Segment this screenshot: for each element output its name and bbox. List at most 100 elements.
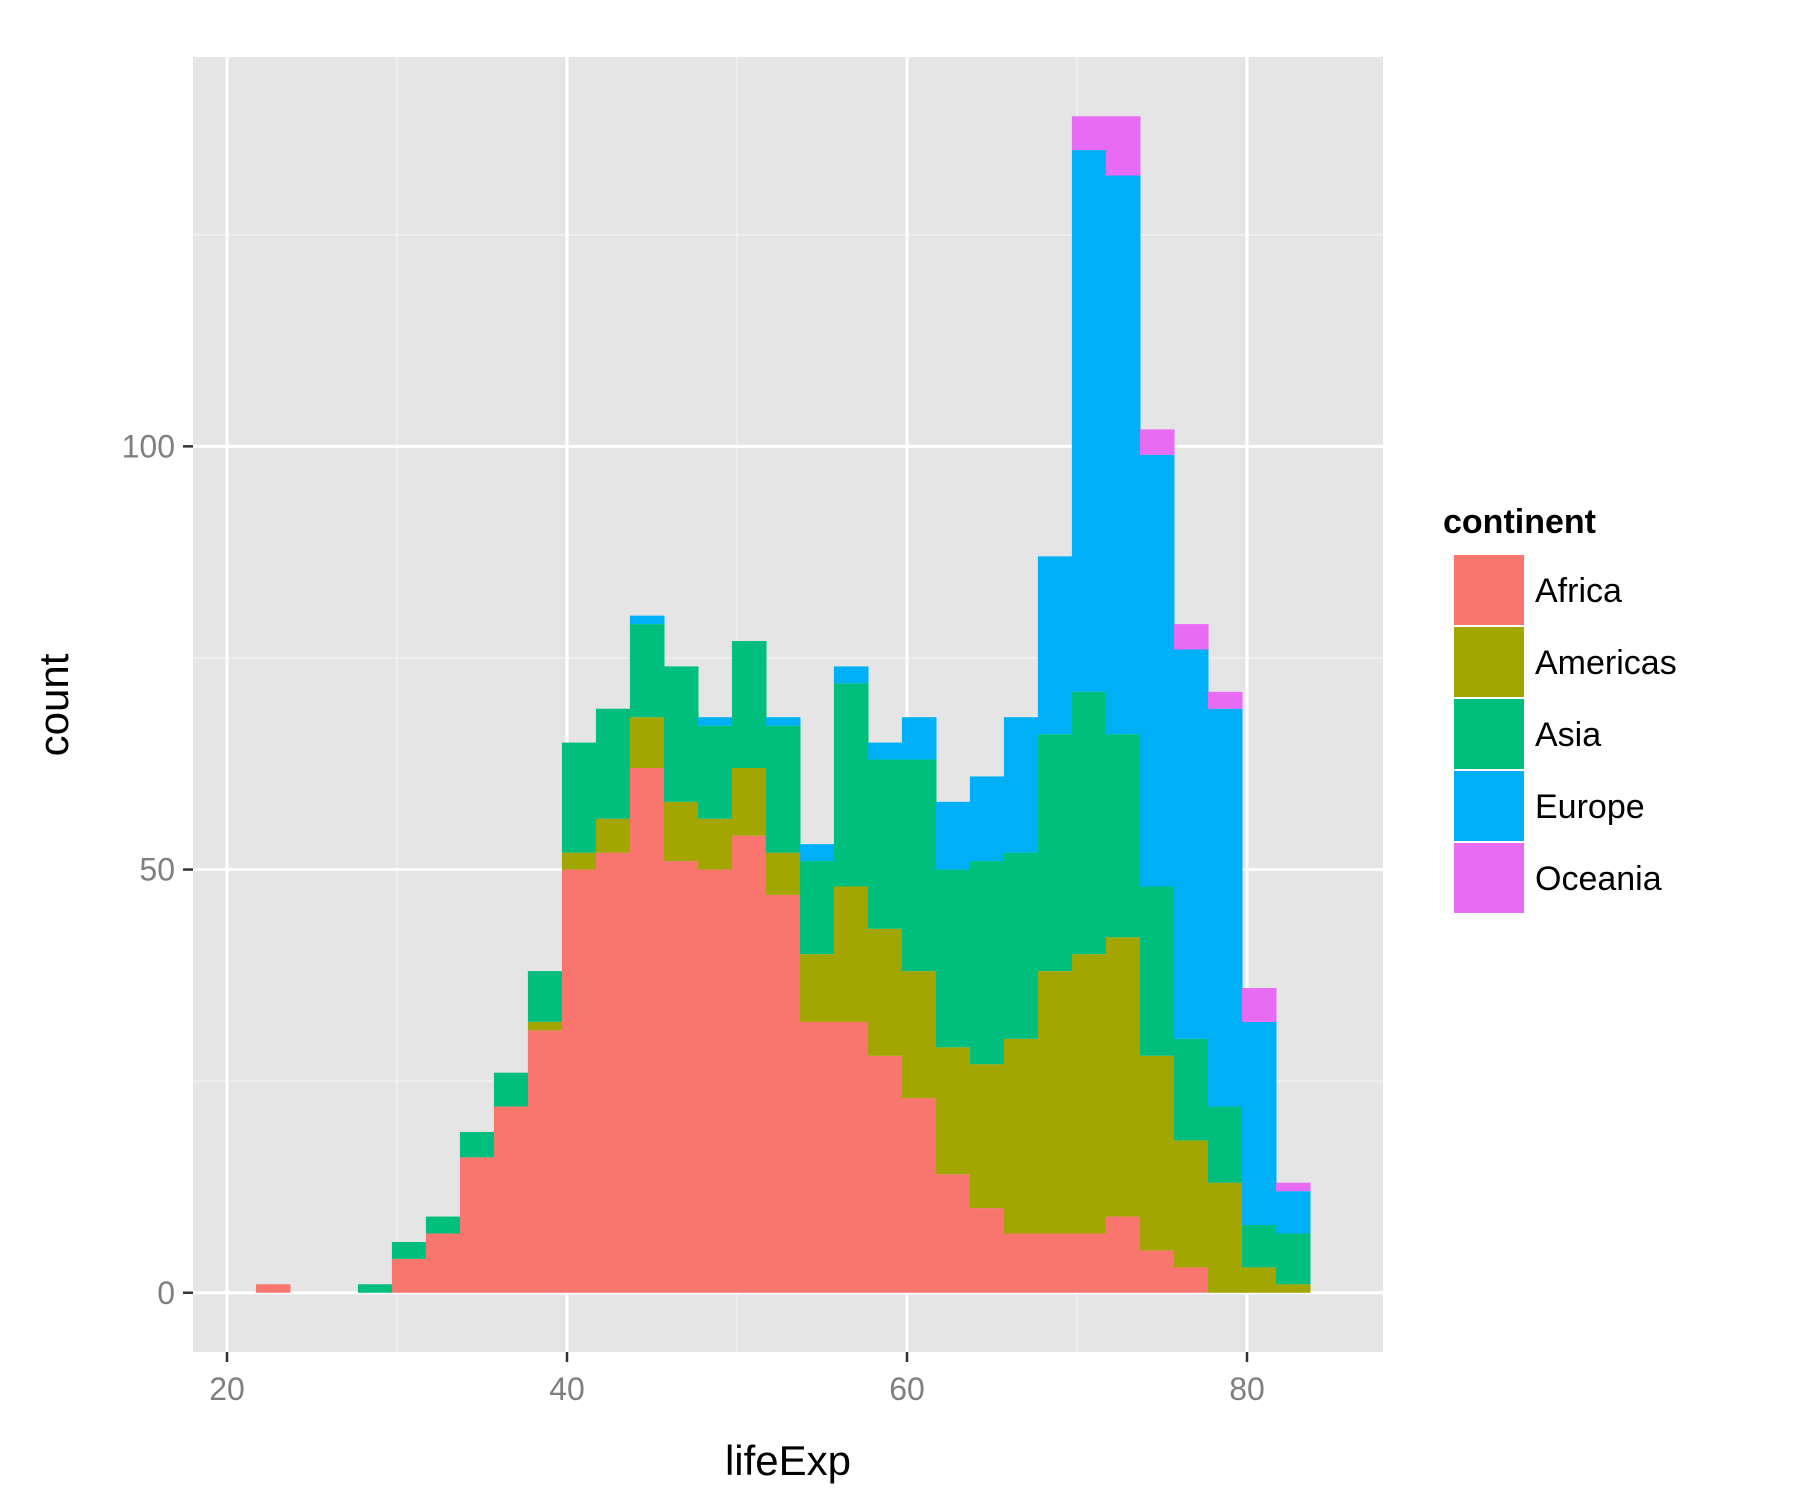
- bar-segment-americas: [629, 717, 665, 768]
- bar-segment-africa: [493, 1106, 529, 1293]
- legend-label-africa: Africa: [1535, 572, 1622, 610]
- bar-segment-oceania: [1207, 691, 1243, 709]
- legend-label-americas: Americas: [1535, 644, 1677, 682]
- bar-segment-asia: [799, 861, 835, 955]
- legend-label-europe: Europe: [1535, 788, 1645, 826]
- bar-segment-asia: [935, 869, 971, 1048]
- bar-segment-americas: [935, 1047, 971, 1175]
- legend-swatch-europe: [1454, 771, 1524, 841]
- bar-segment-asia: [1105, 734, 1141, 938]
- y-tick-label: 0: [157, 1275, 175, 1311]
- bar-segment-africa: [833, 1021, 869, 1293]
- bar-segment-americas: [833, 886, 869, 1022]
- bar-segment-africa: [731, 835, 767, 1293]
- bar-segment-asia: [459, 1131, 495, 1158]
- bar-segment-europe: [935, 801, 971, 870]
- bar-segment-africa: [1003, 1233, 1039, 1293]
- bar-segment-africa: [391, 1258, 427, 1293]
- bar-segment-asia: [493, 1072, 529, 1107]
- bar-segment-europe: [1003, 717, 1039, 853]
- x-tick-label: 40: [549, 1371, 585, 1407]
- bar-segment-africa: [663, 861, 699, 1293]
- bar-segment-asia: [969, 861, 1005, 1065]
- bar-segment-americas: [867, 928, 903, 1056]
- bar-segment-europe: [765, 717, 801, 726]
- x-tick-label: 20: [209, 1371, 245, 1407]
- bar-segment-europe: [833, 666, 869, 684]
- bar-segment-europe: [1037, 556, 1073, 735]
- bar-segment-europe: [697, 717, 733, 726]
- bar-segment-africa: [561, 869, 597, 1293]
- bar-segment-asia: [561, 742, 597, 853]
- bar-segment-oceania: [1139, 429, 1175, 455]
- bar-segment-asia: [629, 624, 665, 718]
- bar-segment-asia: [697, 725, 733, 819]
- bar-segment-americas: [799, 954, 835, 1022]
- x-tick-label: 60: [889, 1371, 925, 1407]
- bar-segment-africa: [1105, 1216, 1141, 1293]
- bar-segment-americas: [1037, 971, 1073, 1234]
- x-axis-title: lifeExp: [725, 1437, 851, 1484]
- bar-segment-africa: [459, 1157, 495, 1293]
- bar-segment-europe: [867, 742, 903, 760]
- bar-segment-americas: [969, 1064, 1005, 1209]
- bar-segment-asia: [1071, 691, 1107, 955]
- bar-segment-asia: [595, 708, 631, 819]
- bar-segment-europe: [799, 844, 835, 862]
- y-tick-label: 100: [122, 428, 175, 464]
- bar-segment-asia: [1241, 1225, 1277, 1268]
- bar-segment-americas: [1071, 954, 1107, 1234]
- legend-label-oceania: Oceania: [1535, 860, 1662, 898]
- axes: 20 40 60 80 0 50 100: [122, 428, 1265, 1407]
- bar-segment-asia: [357, 1284, 393, 1293]
- bar-segment-asia: [1275, 1233, 1311, 1285]
- bar-segment-africa: [1037, 1233, 1073, 1293]
- bar-segment-africa: [527, 1030, 563, 1293]
- bar-segment-africa: [1071, 1233, 1107, 1293]
- bar-segment-americas: [1105, 937, 1141, 1217]
- bar-segment-asia: [663, 666, 699, 802]
- bar-segment-asia: [901, 759, 937, 972]
- bar-segment-americas: [901, 971, 937, 1099]
- bar-segment-americas: [663, 801, 699, 862]
- bar-segment-asia: [1037, 734, 1073, 972]
- legend-swatch-africa: [1454, 555, 1524, 625]
- bar-segment-americas: [561, 852, 597, 870]
- bars-layer: [255, 116, 1311, 1293]
- bar-segment-oceania: [1241, 988, 1277, 1022]
- legend-label-asia: Asia: [1535, 716, 1601, 754]
- bar-segment-americas: [697, 818, 733, 870]
- bar-segment-europe: [1139, 454, 1175, 887]
- bar-segment-europe: [1105, 175, 1141, 735]
- bar-segment-americas: [1139, 1055, 1175, 1251]
- bar-segment-asia: [1003, 852, 1039, 1039]
- bar-segment-africa: [765, 894, 801, 1293]
- bar-segment-africa: [255, 1284, 291, 1293]
- bar-segment-europe: [969, 776, 1005, 862]
- bar-segment-africa: [799, 1021, 835, 1293]
- bar-segment-europe: [1207, 708, 1243, 1107]
- bar-segment-americas: [1207, 1182, 1243, 1293]
- bar-segment-africa: [697, 869, 733, 1293]
- bar-segment-europe: [629, 615, 665, 625]
- bar-segment-americas: [1275, 1284, 1311, 1293]
- bar-segment-asia: [765, 725, 801, 853]
- bar-segment-asia: [731, 641, 767, 768]
- legend-swatch-asia: [1454, 699, 1524, 769]
- y-axis-title: count: [30, 653, 77, 756]
- bar-segment-americas: [731, 767, 767, 836]
- bar-segment-europe: [901, 717, 937, 760]
- bar-segment-africa: [935, 1174, 971, 1293]
- legend-items: Africa Americas Asia Europe Oceania: [1452, 553, 1677, 915]
- bar-segment-americas: [765, 852, 801, 895]
- x-tick-label: 80: [1229, 1371, 1265, 1407]
- bar-segment-asia: [527, 971, 563, 1022]
- bar-segment-asia: [867, 759, 903, 929]
- bar-segment-europe: [1241, 1021, 1277, 1226]
- legend: continent Africa Americas Asia Europe Oceani…: [1443, 503, 1677, 915]
- bar-segment-oceania: [1105, 116, 1141, 176]
- bar-segment-oceania: [1173, 624, 1209, 650]
- bar-segment-asia: [1207, 1106, 1243, 1183]
- bar-segment-asia: [391, 1241, 427, 1259]
